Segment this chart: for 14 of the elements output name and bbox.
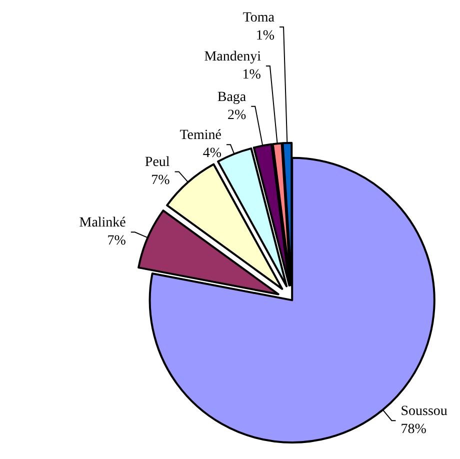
slice-label: Teminé [180,128,222,144]
slice-label: Baga [217,90,247,105]
data-label: 1% [256,28,275,44]
data-label: 4% [202,146,222,162]
slice-label: Toma [242,10,276,26]
slice-label: Mandenyi [204,49,262,64]
slice-label: Malinké [79,216,126,231]
data-label: 1% [242,67,262,82]
data-label: 7% [107,234,126,249]
data-label: 2% [227,108,246,123]
slice-label: Soussou [400,404,448,420]
data-label: 78% [400,422,427,438]
data-label: 7% [151,173,170,188]
slice-label: Peul [144,155,170,170]
